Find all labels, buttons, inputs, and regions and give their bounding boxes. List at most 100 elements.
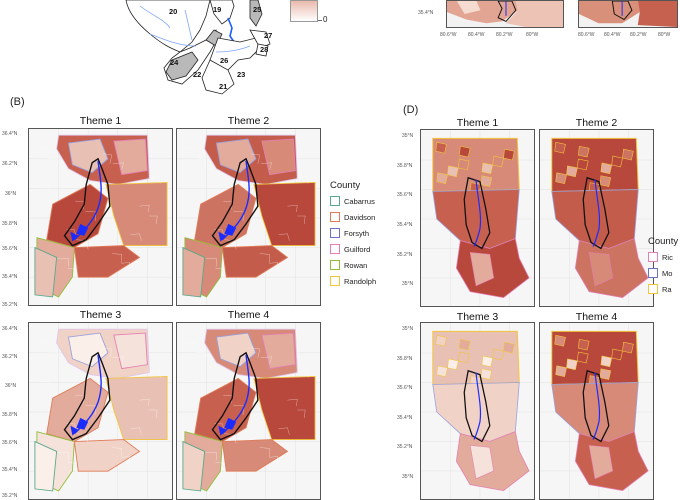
legend-label: Rowan: [344, 260, 368, 270]
legend-swatch: [330, 276, 340, 286]
panel-b-map-theme1: [28, 128, 173, 306]
legend-swatch: [330, 260, 340, 270]
panel-b-lat-tick: 36.4°N: [2, 131, 18, 137]
choropleth-svg: [540, 130, 653, 306]
legend-item: Rowan: [330, 257, 400, 273]
panel-c-lon-tick: 80°W: [658, 32, 671, 38]
panel-d-map-theme2: [539, 129, 654, 307]
panel-b-lat-tick: 35.2°N: [2, 302, 18, 308]
panel-d-lat-tick: 35.8°N: [397, 356, 413, 362]
panel-d-lat-tick: 35°N: [402, 133, 414, 139]
panel-a-subbasin-map: 20 19 25 27 28 24 22 26 23 21: [110, 0, 310, 100]
panel-b-lat-tick: 35.8°N: [2, 412, 18, 418]
legend-item: Davidson: [330, 209, 400, 225]
panel-d-map-theme1: [420, 129, 535, 307]
legend-label: Ric: [662, 252, 673, 262]
subbasin-label: 20: [169, 7, 178, 16]
legend-item: Guilford: [330, 241, 400, 257]
panel-d-legend: County Ric Mo Ra: [648, 236, 680, 297]
panel-c-lon-tick: 80.2°W: [630, 32, 647, 38]
subbasin-label: 24: [170, 58, 179, 67]
subbasin-label: 19: [213, 5, 222, 14]
panel-b-lat-tick: 36°N: [5, 383, 17, 389]
panel-b-legend: County Cabarrus Davidson Forsyth Guilford Ro…: [330, 180, 400, 289]
panel-d-lat-tick: 35.4°N: [397, 222, 413, 228]
panel-c-lon-tick: 80.4°W: [604, 32, 621, 38]
legend-item: Mo: [648, 265, 680, 281]
colorbar: [290, 0, 322, 26]
choropleth-svg: [421, 130, 534, 306]
panel-c-lon-tick: 80.6°W: [440, 32, 457, 38]
legend-item: Cabarrus: [330, 193, 400, 209]
legend-label: Randolph: [344, 276, 377, 286]
panel-b-lat-tick: 36.4°N: [2, 326, 18, 332]
subbasin-label: 25: [253, 5, 262, 14]
panel-d-lat-tick: 35.2°N: [397, 444, 413, 450]
legend-title: County: [648, 236, 679, 247]
panel-b-lat-tick: 36°N: [5, 191, 17, 197]
legend-label: Cabarrus: [344, 196, 375, 206]
panel-d-theme1-title: Theme 1: [456, 117, 499, 129]
legend-item: Forsyth: [330, 225, 400, 241]
panel-b-lat-tick: 35.4°N: [2, 274, 18, 280]
subbasin-label: 21: [219, 82, 228, 91]
panel-d-theme3-title: Theme 3: [456, 311, 499, 323]
panel-d-lat-tick: 35°N: [402, 474, 414, 480]
panel-c-lon-tick: 80.4°W: [468, 32, 485, 38]
choropleth-svg: [177, 129, 320, 305]
panel-b-theme4-title: Theme 4: [227, 309, 270, 321]
panel-d-map-theme4: [539, 322, 654, 500]
subbasin-label: 28: [260, 45, 269, 54]
legend-item: Ra: [648, 281, 680, 297]
legend-swatch: [330, 244, 340, 254]
choropleth-svg: [421, 323, 534, 499]
panel-b-lat-tick: 35.4°N: [2, 467, 18, 473]
panel-d-lat-tick: 35.6°N: [397, 192, 413, 198]
legend-swatch: [330, 196, 340, 206]
colorbar-min-label: 0: [323, 15, 328, 24]
panel-b-lat-tick: 36.2°N: [2, 354, 18, 360]
legend-label: Mo: [662, 268, 673, 278]
panel-b-theme1-title: Theme 1: [79, 115, 122, 127]
panel-d-theme4-title: Theme 4: [575, 311, 618, 323]
legend-label: Ra: [662, 284, 672, 294]
legend-swatch: [648, 252, 658, 262]
panel-c-lat-tick: 35.4°N: [418, 10, 434, 16]
panel-b-map-theme2: [176, 128, 321, 306]
panel-d-letter: (D): [403, 104, 419, 116]
panel-b-lat-tick: 36.2°N: [2, 161, 18, 167]
panel-b-map-theme3: [28, 322, 173, 500]
panel-d-lat-tick: 35.8°N: [397, 163, 413, 169]
panel-d-lat-tick: 35.4°N: [397, 415, 413, 421]
legend-swatch: [648, 268, 658, 278]
legend-title: County: [330, 180, 361, 191]
panel-b-lat-tick: 35.6°N: [2, 246, 18, 252]
choropleth-svg: [540, 323, 653, 499]
choropleth-svg: [29, 323, 172, 499]
panel-b-theme2-title: Theme 2: [227, 115, 270, 127]
legend-label: Davidson: [344, 212, 376, 222]
panel-d-lat-tick: 35°N: [402, 281, 414, 287]
panel-d-lat-tick: 35°N: [402, 326, 414, 332]
panel-c-lon-tick: 80.6°W: [578, 32, 595, 38]
panel-b-letter: (B): [10, 96, 25, 108]
panel-c-fragment: 35.4°N 80.6°W 80.4°W 80.2°W 80°W 80.6°W …: [418, 0, 680, 40]
subbasin-label: 23: [237, 70, 246, 79]
panel-d-theme2-title: Theme 2: [575, 117, 618, 129]
subbasin-label: 27: [264, 31, 273, 40]
panel-b-lat-tick: 35.8°N: [2, 221, 18, 227]
panel-b-map-theme4: [176, 322, 321, 500]
legend-swatch: [648, 284, 658, 294]
colorbar-tick-mark: [318, 20, 322, 21]
legend-item: Ric: [648, 249, 680, 265]
subbasin-map-svg: [125, 0, 271, 95]
legend-label: Forsyth: [344, 228, 370, 238]
legend-swatch: [330, 228, 340, 238]
colorbar-gradient: [290, 0, 318, 22]
legend-swatch: [330, 212, 340, 222]
panel-d-lat-tick: 35.2°N: [397, 252, 413, 258]
legend-item: Randolph: [330, 273, 400, 289]
panel-d-map-theme3: [420, 322, 535, 500]
subbasin-label: 26: [220, 56, 229, 65]
panel-b-lat-tick: 35.6°N: [2, 440, 18, 446]
